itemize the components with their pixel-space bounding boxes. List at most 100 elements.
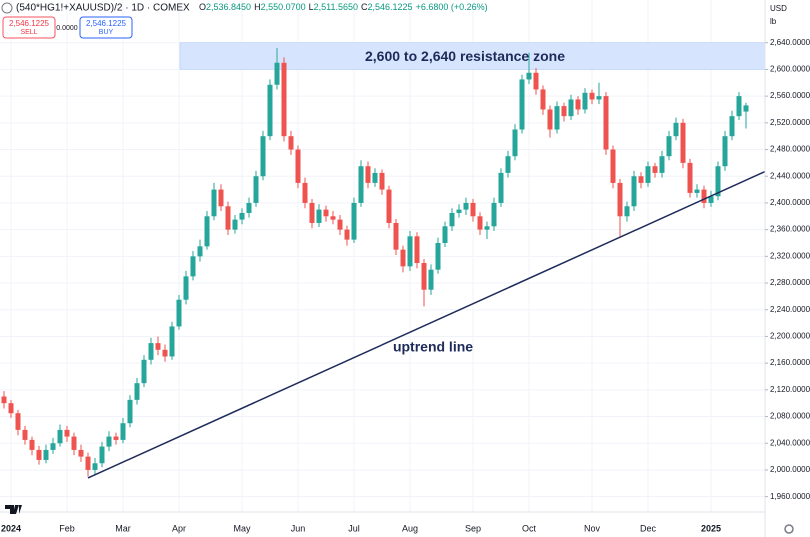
candle-body (225, 206, 231, 230)
candle-body (78, 449, 84, 457)
candle-body (533, 72, 539, 90)
header-h-label: H (254, 2, 261, 12)
candle-body (435, 242, 441, 270)
candle-body (575, 99, 581, 110)
x-tick-label: Mar (115, 523, 131, 533)
x-tick-label: Apr (172, 523, 186, 533)
candle-body (267, 84, 273, 137)
y-tick-label: 2,600.0000 (770, 65, 810, 74)
candle-body (190, 256, 196, 277)
candle-body (484, 226, 490, 230)
candle-body (491, 202, 497, 227)
candle-body (666, 136, 672, 157)
y-tick-label: 2,000.0000 (770, 465, 810, 474)
x-tick-label: 2024 (1, 523, 21, 533)
buy-label: BUY (99, 29, 114, 36)
candle-body (400, 249, 406, 267)
candle-body (197, 246, 203, 257)
candle-body (183, 276, 189, 300)
plot: 2,600 to 2,640 resistance zone uptrend li… (1, 42, 766, 479)
spread: 0.0000 (56, 25, 78, 32)
candle-body (624, 206, 630, 217)
x-tick-label: Oct (522, 523, 537, 533)
unit: lb (770, 17, 777, 26)
candle-body (162, 349, 168, 357)
candle-body (554, 106, 560, 130)
header-l-label: L (309, 2, 314, 12)
candle-body (547, 109, 553, 130)
candle-body (22, 429, 28, 440)
candle-body (736, 96, 742, 117)
candle-body (29, 439, 35, 450)
y-tick-label: 2,400.0000 (770, 198, 810, 207)
symbol-icon (1, 2, 13, 14)
tv-logo (5, 505, 22, 514)
candle-body (36, 449, 42, 460)
candle-body (687, 162, 693, 193)
candle-body (442, 226, 448, 243)
x-tick-label: Jul (348, 523, 360, 533)
candle-body (134, 383, 140, 400)
candle-body (645, 166, 651, 183)
candle-body (505, 156, 511, 173)
candle-body (365, 166, 371, 183)
candle-body (316, 209, 322, 223)
candle-body (631, 176, 637, 207)
candle-body (715, 166, 721, 197)
candle-body (722, 136, 728, 167)
y-tick-label: 2,120.0000 (770, 385, 810, 394)
candle-body (512, 129, 518, 157)
settings-icon[interactable] (784, 524, 794, 534)
buy-button[interactable] (79, 16, 133, 39)
candle-body (120, 423, 126, 440)
candle-body (568, 99, 574, 117)
candle-body (596, 96, 602, 100)
candle-body (414, 236, 420, 264)
candle-body (113, 436, 119, 440)
candle-body (456, 209, 462, 213)
candle-body (701, 189, 707, 203)
candle-body (155, 343, 161, 350)
x-tick-label: May (233, 523, 251, 533)
candle-body (743, 105, 749, 112)
candle-body (610, 149, 616, 183)
y-tick-label: 2,640.0000 (770, 38, 810, 47)
candle-body (582, 92, 588, 110)
x-tick-label: Feb (59, 523, 75, 533)
y-tick-label: 2,280.0000 (770, 278, 810, 287)
x-tick-label: 2025 (701, 523, 721, 533)
y-tick-label: 2,240.0000 (770, 305, 810, 314)
y-tick-label: 2,360.0000 (770, 225, 810, 234)
sell-label: SELL (20, 29, 37, 36)
candle-body (708, 196, 714, 203)
candle-body (232, 219, 238, 230)
uptrend-line (87, 170, 766, 479)
y-tick-label: 2,040.0000 (770, 438, 810, 447)
candle-body (428, 269, 434, 290)
header-o-label: O (199, 2, 206, 12)
candle-body (295, 149, 301, 183)
y-tick-label: 1,960.0000 (770, 492, 810, 501)
candle-body (211, 189, 217, 217)
candle-body (64, 429, 70, 437)
sell-price: 2,546.1225 (9, 19, 50, 28)
candle-body (407, 236, 413, 267)
candle-body (43, 449, 49, 460)
candle-body (1, 396, 7, 404)
sell-button[interactable] (2, 16, 56, 39)
header-l: 2,511.5650 (314, 2, 358, 12)
candle-body (50, 443, 56, 450)
candle-body (540, 89, 546, 110)
candle-body (204, 216, 210, 247)
y-tick-label: 2,440.0000 (770, 171, 810, 180)
buy-price: 2,546.1225 (86, 19, 127, 28)
candle-body (344, 229, 350, 240)
header-change: +6.6800 (+0.26%) (416, 2, 488, 12)
candle-body (421, 263, 427, 290)
ohlc: O2,536.8450 H2,550.0700 L2,511.5650 C2,546.… (199, 2, 488, 12)
candle-body (253, 176, 259, 203)
candle-body (92, 463, 98, 470)
candle-body (379, 172, 385, 190)
